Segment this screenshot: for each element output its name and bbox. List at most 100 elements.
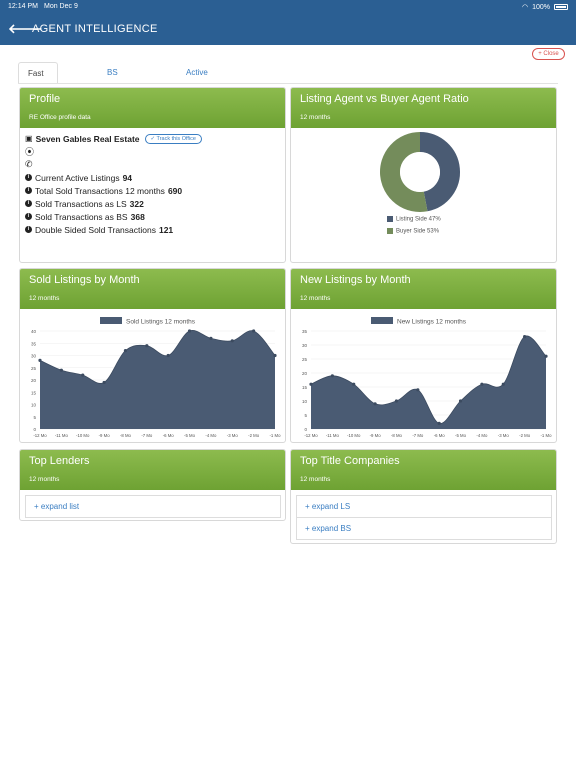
x-tick-label: -4 Mo: [476, 433, 488, 438]
legend-swatch: [371, 317, 393, 324]
title-cos-subtitle: 12 months: [300, 476, 331, 483]
ratio-subtitle: 12 months: [300, 114, 331, 121]
stat-row: i Double Sided Sold Transactions 121: [25, 223, 202, 236]
track-office-button[interactable]: ✓ Track this Office: [144, 133, 202, 144]
new-header: New Listings by Month 12 months: [291, 269, 556, 309]
data-point: [81, 373, 85, 377]
top-title-companies-card: Top Title Companies 12 months + expand L…: [290, 449, 557, 544]
stat-value: 94: [122, 172, 133, 183]
x-tick-label: -7 Mo: [412, 433, 424, 438]
tab-active-listings[interactable]: Active Listings: [186, 68, 213, 99]
wifi-icon: ◠: [521, 4, 529, 11]
data-point: [123, 349, 128, 353]
profile-card: Profile RE Office profile data ▣ Seven G…: [19, 87, 286, 263]
data-point: [416, 388, 420, 392]
legend-label: New Listings 12 months: [397, 319, 467, 326]
x-tick-label: -5 Mo: [455, 433, 467, 438]
new-subtitle: 12 months: [300, 295, 331, 302]
status-right: ◠ 100%: [522, 3, 568, 11]
stat-label: Current Active Listings: [35, 172, 120, 183]
series-area: [40, 330, 275, 429]
stat-row: i Total Sold Transactions 12 months 690: [25, 184, 202, 197]
x-tick-label: -8 Mo: [391, 433, 403, 438]
back-arrow-icon[interactable]: 🡐: [8, 21, 43, 36]
x-tick-label: -3 Mo: [498, 433, 510, 438]
y-tick-label: 0: [304, 427, 307, 432]
tab-fast-facts[interactable]: Fast Facts: [18, 62, 58, 100]
lenders-subtitle: 12 months: [29, 476, 60, 483]
data-point: [437, 421, 441, 425]
title-cos-title: Top Title Companies: [300, 455, 400, 467]
data-point: [480, 382, 484, 386]
stat-row: i Current Active Listings 94: [25, 171, 202, 184]
data-point: [544, 354, 548, 358]
status-bar: 12:14 PM Mon Dec 9 ◠ 100%: [0, 0, 576, 13]
data-point: [209, 336, 213, 340]
y-tick-label: 10: [31, 403, 37, 408]
x-tick-label: -2 Mo: [248, 433, 260, 438]
x-tick-label: -6 Mo: [163, 433, 175, 438]
x-tick-label: -12 Mo: [304, 433, 318, 438]
expand-ls-button[interactable]: + expand LS: [296, 495, 552, 518]
series-area: [311, 335, 546, 429]
data-point: [166, 353, 170, 358]
data-point: [352, 382, 356, 386]
y-tick-label: 0: [33, 427, 36, 432]
ratio-title: Listing Agent vs Buyer Agent Ratio: [300, 93, 469, 105]
battery-icon: [554, 4, 568, 10]
y-tick-label: 15: [302, 385, 308, 390]
series-line: [310, 335, 547, 424]
battery-percent: 100%: [532, 3, 550, 11]
close-button[interactable]: + Close: [532, 48, 565, 60]
info-icon: i: [25, 200, 32, 207]
stat-value: 121: [158, 224, 174, 235]
y-tick-label: 20: [31, 378, 37, 383]
office-icon: ▣: [25, 134, 33, 143]
expand-bs-button[interactable]: + expand BS: [296, 517, 552, 540]
data-point: [330, 374, 334, 378]
x-tick-label: -12 Mo: [33, 433, 47, 438]
stat-value: 690: [167, 185, 183, 196]
data-point: [252, 329, 256, 333]
info-icon: i: [25, 174, 32, 181]
new-listings-card: New Listings by Month 12 months New List…: [290, 268, 557, 443]
data-point: [523, 335, 527, 339]
tab-bs-agent-rank[interactable]: BS Agent Rank: [107, 68, 128, 121]
ratio-card: Listing Agent vs Buyer Agent Ratio 12 mo…: [290, 87, 557, 263]
stat-label: Sold Transactions as LS: [35, 198, 127, 209]
data-point: [501, 382, 505, 386]
legend-swatch: [100, 317, 122, 324]
stat-label: Sold Transactions as BS: [35, 211, 128, 222]
stat-label: Total Sold Transactions 12 months: [35, 185, 165, 196]
stat-value: 322: [129, 198, 144, 209]
donut-slice: [419, 132, 460, 212]
x-tick-label: -10 Mo: [76, 433, 90, 438]
x-tick-label: -7 Mo: [141, 433, 153, 438]
stat-row: i Sold Transactions as BS 368: [25, 210, 202, 223]
top-lenders-card: Top Lenders 12 months + expand list: [19, 449, 286, 521]
stat-row: i Sold Transactions as LS 322: [25, 197, 202, 210]
legend-label: Sold Listings 12 months: [126, 319, 196, 326]
tab-divider: [18, 83, 558, 84]
sold-title: Sold Listings by Month: [29, 274, 140, 286]
y-tick-label: 5: [304, 413, 307, 418]
map-pin-icon: ⦿: [25, 147, 35, 157]
info-icon: i: [25, 226, 32, 233]
nav-bar: 🡐 AGENT INTELLIGENCE: [0, 13, 576, 45]
data-point: [230, 339, 234, 343]
x-tick-label: -8 Mo: [120, 433, 132, 438]
info-icon: i: [25, 187, 32, 194]
legend-swatch: [387, 228, 393, 234]
legend-swatch: [387, 216, 393, 222]
legend-item: Buyer Side 53%: [387, 228, 441, 240]
legend-label: Listing Side 47%: [396, 216, 441, 223]
data-point: [394, 399, 399, 403]
new-listings-chart: New Listings 12 months 0 5 10 15 20 25 30 35 -12 …: [302, 317, 552, 438]
info-icon: i: [25, 213, 32, 220]
y-tick-label: 35: [302, 329, 308, 334]
x-tick-label: -2 Mo: [519, 433, 531, 438]
expand-lenders-button[interactable]: + expand list: [25, 495, 281, 518]
phone-icon: ✆: [25, 159, 33, 169]
phone-row: ✆: [25, 158, 202, 171]
sold-header: Sold Listings by Month 12 months: [20, 269, 285, 309]
